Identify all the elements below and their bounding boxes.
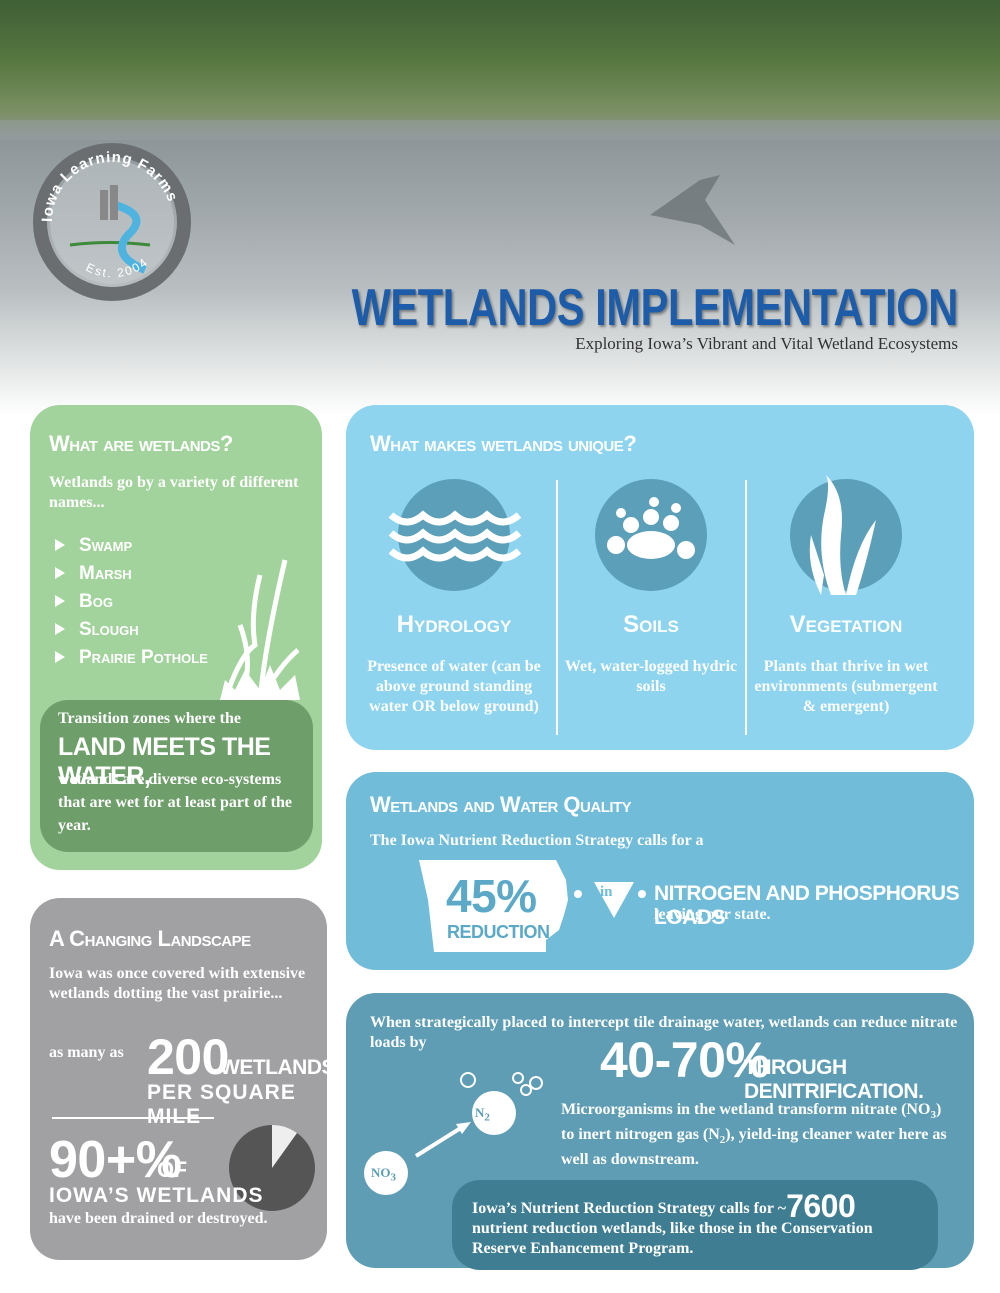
what-are-card: What are wetlands? Wetlands go by a vari… (30, 405, 322, 870)
n2-sub: 2 (484, 1111, 490, 1124)
name: Swamp (79, 535, 133, 556)
as-many: as many as (49, 1044, 124, 1061)
name-item: Prairie Pothole (55, 647, 208, 671)
name-item: Bog (55, 591, 113, 615)
title: WETLANDS IMPLEMENTATION (351, 279, 959, 337)
no3: NO (371, 1165, 391, 1180)
unique-card: What makes wetlands unique? Hydrology Pre… (346, 405, 974, 750)
name: Marsh (79, 563, 132, 584)
no3-label: NO3 (371, 1165, 396, 1184)
loads: NITROGEN AND PHOSPHORUS LOADS (654, 882, 960, 929)
name-item: Slough (55, 619, 139, 643)
micro-3: ) to inert nitrogen gas (N (561, 1101, 942, 1144)
bullet-arrow (55, 539, 65, 551)
percent: 45% (446, 870, 537, 922)
bullet-arrow (55, 651, 65, 663)
strategy-post: nutrient reduction wetlands, like those … (472, 1220, 873, 1257)
micro-1: Microorganisms in the wetland transform … (561, 1101, 931, 1118)
item-text: Wet, water-logged hydric soils (564, 658, 738, 695)
bullet-arrow (55, 595, 65, 607)
name: Prairie Pothole (79, 647, 208, 668)
heading: Wetlands and Water Quality (370, 792, 632, 817)
n2-label: N2 (475, 1105, 490, 1124)
no3-sub: 3 (390, 1171, 397, 1184)
n2: N (475, 1105, 485, 1120)
item-text: Presence of water (can be above ground s… (367, 658, 541, 715)
water-quality-card: Wetlands and Water Quality The Iowa Nutr… (346, 772, 974, 970)
unit-line1: WETLANDS (220, 1056, 336, 1079)
stat-text: have been drained or destroyed. (49, 1210, 268, 1227)
in: in (600, 884, 613, 900)
micro-5: ), yield-ing cleaner water here as well … (561, 1126, 947, 1169)
range: 40-70% (600, 1032, 770, 1088)
unit-line2: PER SQUARE MILE (147, 1081, 296, 1128)
stat-subject: IOWA’S WETLANDS (49, 1184, 264, 1207)
name: Bog (79, 591, 113, 612)
iowa-shape (419, 860, 646, 952)
strategy-pre: Iowa’s Nutrient Reduction Strategy calls… (472, 1200, 787, 1217)
strategy-box: Iowa’s Nutrient Reduction Strategy calls… (452, 1180, 938, 1270)
callout-pre: Transition zones where the (58, 710, 241, 727)
item-title: Hydrology (396, 611, 512, 638)
name-item: Swamp (55, 535, 132, 559)
intro: Wetlands go by a variety of different na… (49, 474, 299, 511)
stat-of: OF (157, 1157, 187, 1182)
strategy: Iowa’s Nutrient Reduction Strategy calls… (472, 1190, 922, 1259)
name: Slough (79, 619, 139, 640)
count: 200 (147, 1029, 229, 1085)
unique-icons (388, 475, 902, 735)
callout-emphasis: LAND MEETS THE WATER, (58, 733, 271, 790)
item-title: Soils (623, 611, 679, 638)
micro-4: 2 (719, 1134, 726, 1147)
heading: What are wetlands? (49, 431, 233, 456)
bullet-arrow (55, 623, 65, 635)
callout: Transition zones where the LAND MEETS TH… (40, 700, 313, 852)
item-text: Plants that thrive in wet environments (… (754, 658, 938, 715)
grass-icon (220, 559, 300, 700)
heading: What makes wetlands unique? (370, 431, 637, 456)
heading: A Changing Landscape (49, 926, 251, 951)
divider (52, 1117, 214, 1119)
through: THROUGH DENITRIFICATION. (744, 1056, 924, 1103)
bullet-arrow (55, 567, 65, 579)
stat: 90+% (49, 1131, 182, 1189)
leaving: leaving our state. (654, 906, 771, 923)
item-title: Vegetation (789, 611, 903, 638)
intro: The Iowa Nutrient Reduction Strategy cal… (370, 832, 704, 849)
subtitle: Exploring Iowa’s Vibrant and Vital Wetla… (575, 334, 958, 353)
denitrification-card: When strategically placed to intercept t… (346, 993, 974, 1270)
molecule-art (364, 1072, 543, 1195)
text: Iowa was once covered with extensive wet… (49, 965, 306, 1002)
changing-card: A Changing Landscape Iowa was once cover… (30, 898, 336, 1260)
micro-2: 3 (930, 1109, 936, 1122)
intro: When strategically placed to intercept t… (370, 1014, 958, 1051)
header-art: Iowa Learning Farms Est. 2004 (0, 120, 1000, 301)
callout-post: wetlands are diverse eco-systems that ar… (58, 771, 293, 834)
percent-label: REDUCTION (447, 922, 550, 942)
pie-icon (229, 1125, 315, 1211)
name-item: Marsh (55, 563, 132, 587)
strategy-count: 7600 (786, 1188, 856, 1224)
micro: Microorganisms in the wetland transform … (561, 1100, 956, 1170)
